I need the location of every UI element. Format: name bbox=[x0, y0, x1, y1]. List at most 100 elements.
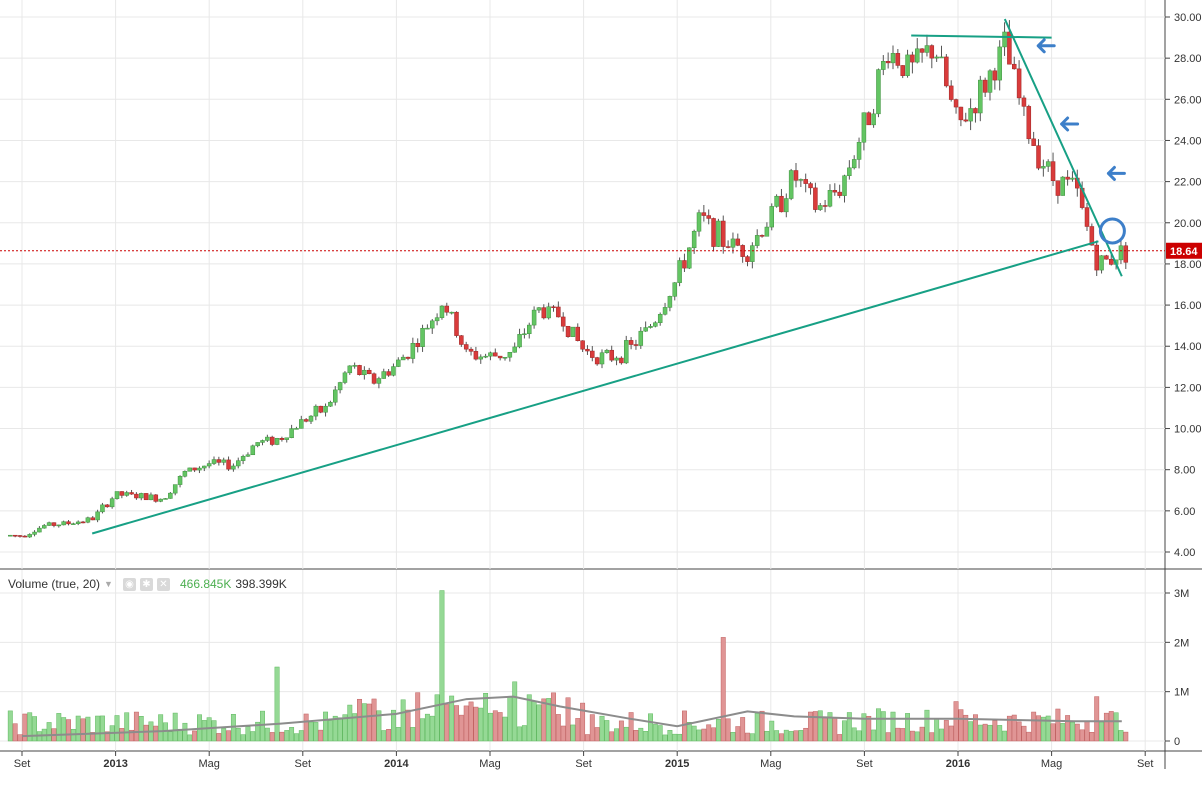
candle-body bbox=[260, 440, 265, 443]
volume-bar bbox=[575, 718, 581, 742]
volume-bar bbox=[260, 710, 265, 742]
gear-icon[interactable]: ✱ bbox=[139, 577, 153, 591]
candle-body bbox=[609, 349, 614, 361]
volume-bar bbox=[497, 712, 503, 742]
candle-body bbox=[633, 344, 639, 346]
y-tick-label: 6.00 bbox=[1174, 506, 1195, 518]
volume-bar bbox=[381, 730, 387, 742]
volume-bar bbox=[512, 681, 518, 742]
candle-body bbox=[881, 61, 886, 70]
candle-body bbox=[139, 493, 144, 499]
candle-body bbox=[61, 521, 66, 526]
volume-bar bbox=[939, 728, 944, 742]
candle-body bbox=[337, 382, 343, 391]
volume-bar bbox=[851, 727, 857, 742]
candle-body bbox=[109, 498, 115, 508]
volume-bar bbox=[580, 702, 586, 742]
volume-bar bbox=[216, 733, 222, 742]
volume-bar bbox=[798, 730, 804, 742]
candle-body bbox=[211, 459, 217, 464]
candle-body bbox=[148, 494, 154, 501]
candle-body bbox=[968, 108, 973, 122]
volume-bar bbox=[842, 720, 847, 742]
candle-body bbox=[1084, 207, 1090, 227]
candle-body bbox=[17, 535, 23, 537]
candle-body bbox=[531, 309, 537, 326]
candle-body bbox=[502, 356, 508, 359]
candle-body bbox=[284, 437, 289, 440]
volume-bar bbox=[943, 720, 949, 742]
x-tick-label: 2015 bbox=[665, 758, 689, 770]
candle-body bbox=[71, 523, 76, 525]
candle-body bbox=[177, 476, 183, 485]
candle-body bbox=[66, 521, 71, 525]
volume-bar bbox=[85, 716, 91, 742]
volume-bar bbox=[788, 731, 794, 742]
candle-body bbox=[585, 348, 590, 352]
x-tick-label: Mag bbox=[198, 758, 219, 770]
volume-bar bbox=[463, 705, 469, 742]
candle-body bbox=[265, 436, 270, 441]
downtrend-line bbox=[1003, 18, 1123, 277]
candle-body bbox=[929, 45, 935, 59]
eye-icon[interactable]: ◉ bbox=[122, 577, 136, 591]
candle-body bbox=[449, 311, 454, 314]
candle-body bbox=[493, 352, 498, 357]
volume-bar bbox=[114, 715, 120, 742]
volume-bar bbox=[1045, 715, 1051, 742]
chevron-down-icon[interactable]: ▼ bbox=[104, 579, 113, 589]
candle-body bbox=[85, 517, 91, 523]
volume-bar bbox=[129, 729, 135, 742]
candle-body bbox=[454, 311, 459, 336]
candle-body bbox=[551, 306, 556, 308]
volume-bar bbox=[410, 727, 416, 742]
candle-body bbox=[560, 316, 566, 327]
candle-body bbox=[357, 365, 362, 376]
candle-body bbox=[735, 238, 741, 246]
volume-bar bbox=[856, 730, 862, 742]
candle-body bbox=[594, 357, 600, 365]
volume-bar bbox=[1026, 731, 1032, 742]
candle-body bbox=[27, 534, 32, 538]
volume-bar bbox=[1113, 712, 1119, 742]
y-tick-label: 24.00 bbox=[1174, 135, 1202, 147]
volume-bar bbox=[551, 692, 556, 742]
candle-body bbox=[1118, 245, 1124, 261]
candle-body bbox=[216, 459, 222, 463]
x-tick-label: 2016 bbox=[946, 758, 970, 770]
volume-bar bbox=[648, 713, 653, 742]
volume-bar bbox=[269, 732, 275, 742]
candle-body bbox=[648, 326, 653, 328]
candle-body bbox=[706, 215, 711, 219]
candle-body bbox=[313, 405, 319, 417]
volume-bar bbox=[977, 724, 983, 742]
volume-bar bbox=[725, 718, 731, 742]
candle-body bbox=[725, 246, 731, 248]
volume-bar bbox=[250, 731, 256, 742]
candle-body bbox=[352, 365, 357, 367]
volume-bar bbox=[992, 720, 998, 742]
close-icon[interactable]: ✕ bbox=[156, 577, 170, 591]
volume-bar bbox=[958, 709, 964, 742]
x-tick-label: Set bbox=[856, 758, 873, 770]
candle-body bbox=[240, 456, 246, 461]
volume-bar bbox=[66, 719, 71, 742]
candle-body bbox=[1007, 31, 1012, 65]
candle-body bbox=[745, 256, 750, 262]
circle-highlight bbox=[1098, 217, 1126, 245]
candle-body bbox=[245, 454, 251, 457]
candle-body bbox=[206, 463, 212, 467]
volume-bar bbox=[1011, 714, 1017, 742]
candle-body bbox=[366, 369, 372, 375]
candle-body bbox=[527, 324, 532, 335]
volume-bar bbox=[32, 716, 37, 742]
volume-bar bbox=[745, 732, 750, 742]
candle-body bbox=[788, 170, 794, 199]
volume-bar bbox=[201, 720, 207, 742]
volume-bar bbox=[172, 712, 178, 742]
candle-body bbox=[376, 378, 382, 384]
candle-body bbox=[308, 415, 314, 422]
